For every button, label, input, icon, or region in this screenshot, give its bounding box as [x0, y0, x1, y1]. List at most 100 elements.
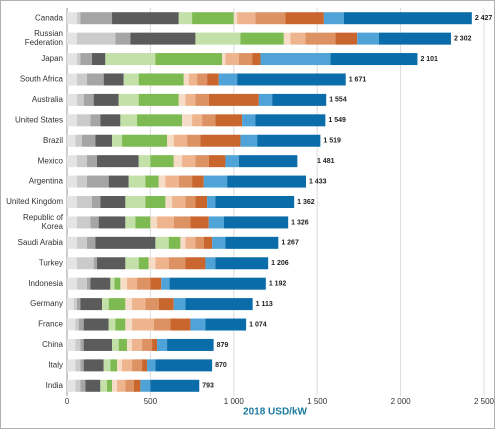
total-label: 2 427: [475, 15, 493, 22]
bar-segment: [215, 114, 243, 127]
bar-segment: [167, 338, 214, 351]
bar-segment: [200, 134, 241, 147]
bar-segment: [190, 318, 206, 331]
bar-segment: [75, 134, 83, 147]
bar-segment: [165, 175, 179, 188]
bar-segment: [137, 114, 183, 127]
bar-segment: [188, 73, 198, 86]
x-tick-label: 1 500: [307, 397, 328, 406]
bar-segment: [95, 236, 156, 249]
total-label: 1 267: [281, 240, 299, 247]
y-tick-label: Italy: [48, 360, 63, 369]
bar-segment: [158, 298, 174, 311]
bar-segment: [182, 155, 196, 168]
bar-segment: [178, 93, 186, 106]
total-label: 2 101: [420, 56, 438, 63]
bar-segment: [132, 298, 146, 311]
bar-segment: [225, 155, 239, 168]
bar-segment: [125, 379, 134, 392]
bar-segment: [83, 318, 109, 331]
bar-segment: [158, 175, 166, 188]
bar-segment: [67, 298, 74, 311]
bar-segment: [155, 236, 169, 249]
bar-segment: [148, 257, 156, 270]
bar-segment: [77, 196, 93, 208]
bar-segment: [195, 93, 209, 106]
bar-segment: [182, 114, 193, 127]
bar-segment: [67, 277, 78, 290]
bar-segment: [240, 134, 258, 147]
bar-segment: [102, 298, 109, 311]
bar-segment: [185, 93, 196, 106]
bar-segment: [155, 53, 223, 66]
bar-segment: [80, 53, 93, 66]
bar-segment: [80, 298, 103, 311]
bar-segment: [135, 216, 151, 229]
bar-segment: [67, 32, 78, 45]
bar-segment: [75, 318, 79, 331]
bar-segment: [90, 216, 99, 229]
y-tick-label: Argentina: [29, 177, 64, 186]
bar-segment: [192, 175, 204, 188]
bar-segment: [112, 379, 118, 392]
bar-segment: [77, 236, 88, 249]
bar-segment: [145, 175, 159, 188]
bar-segment: [208, 155, 226, 168]
bar-segment: [285, 12, 324, 25]
bar-segment: [75, 359, 81, 372]
bar-segment: [195, 196, 208, 208]
bar-segment: [108, 318, 116, 331]
bar-segment: [195, 236, 204, 249]
bar-segment: [357, 32, 379, 45]
bar-segment: [137, 277, 151, 290]
bar-segment: [233, 12, 238, 25]
y-tick-label: India: [46, 381, 64, 390]
total-label: 1 554: [329, 97, 347, 104]
bar-segment: [323, 12, 344, 25]
bar-segment: [173, 216, 191, 229]
bar-segment: [87, 277, 91, 290]
y-tick-label: China: [42, 340, 63, 349]
bar-segment: [118, 338, 128, 351]
total-label: 1 326: [291, 219, 309, 226]
bar-segment: [142, 338, 153, 351]
bar-segment: [80, 379, 86, 392]
y-tick-label: South Africa: [20, 75, 64, 84]
bar-segment: [67, 73, 78, 86]
bar-segment: [215, 196, 295, 208]
bar-segment: [100, 196, 126, 208]
bar-segment: [83, 93, 94, 106]
bar-segment: [195, 32, 241, 45]
bar-segment: [73, 298, 78, 311]
bar-segment: [85, 379, 101, 392]
bar-segment: [255, 12, 286, 25]
bar-segment: [190, 216, 209, 229]
bar-segment: [82, 134, 96, 147]
bar-segment: [330, 53, 418, 66]
bar-segment: [138, 93, 179, 106]
bar-segment: [92, 53, 106, 66]
bar-segment: [67, 53, 78, 66]
bar-segment: [77, 12, 81, 25]
bar-segment: [225, 236, 279, 249]
y-tick-label: Australia: [32, 95, 64, 104]
bar-segment: [150, 379, 200, 392]
bar-segment: [242, 114, 256, 127]
total-label: 1 433: [309, 178, 327, 185]
x-tick-label: 0: [65, 397, 70, 406]
bar-segment: [142, 359, 148, 372]
bar-segment: [140, 379, 151, 392]
bar-segment: [120, 277, 128, 290]
bar-segment: [138, 155, 151, 168]
total-label: 793: [202, 383, 214, 390]
bar-segment: [67, 216, 78, 229]
bar-segment: [222, 53, 226, 66]
bar-segment: [150, 155, 174, 168]
bar-segment: [83, 338, 113, 351]
bar-segment: [67, 257, 78, 270]
y-tick-label: United Kingdom: [6, 197, 63, 206]
bar-segment: [203, 236, 213, 249]
bar-segment: [77, 93, 84, 106]
bar-segment: [138, 73, 184, 86]
